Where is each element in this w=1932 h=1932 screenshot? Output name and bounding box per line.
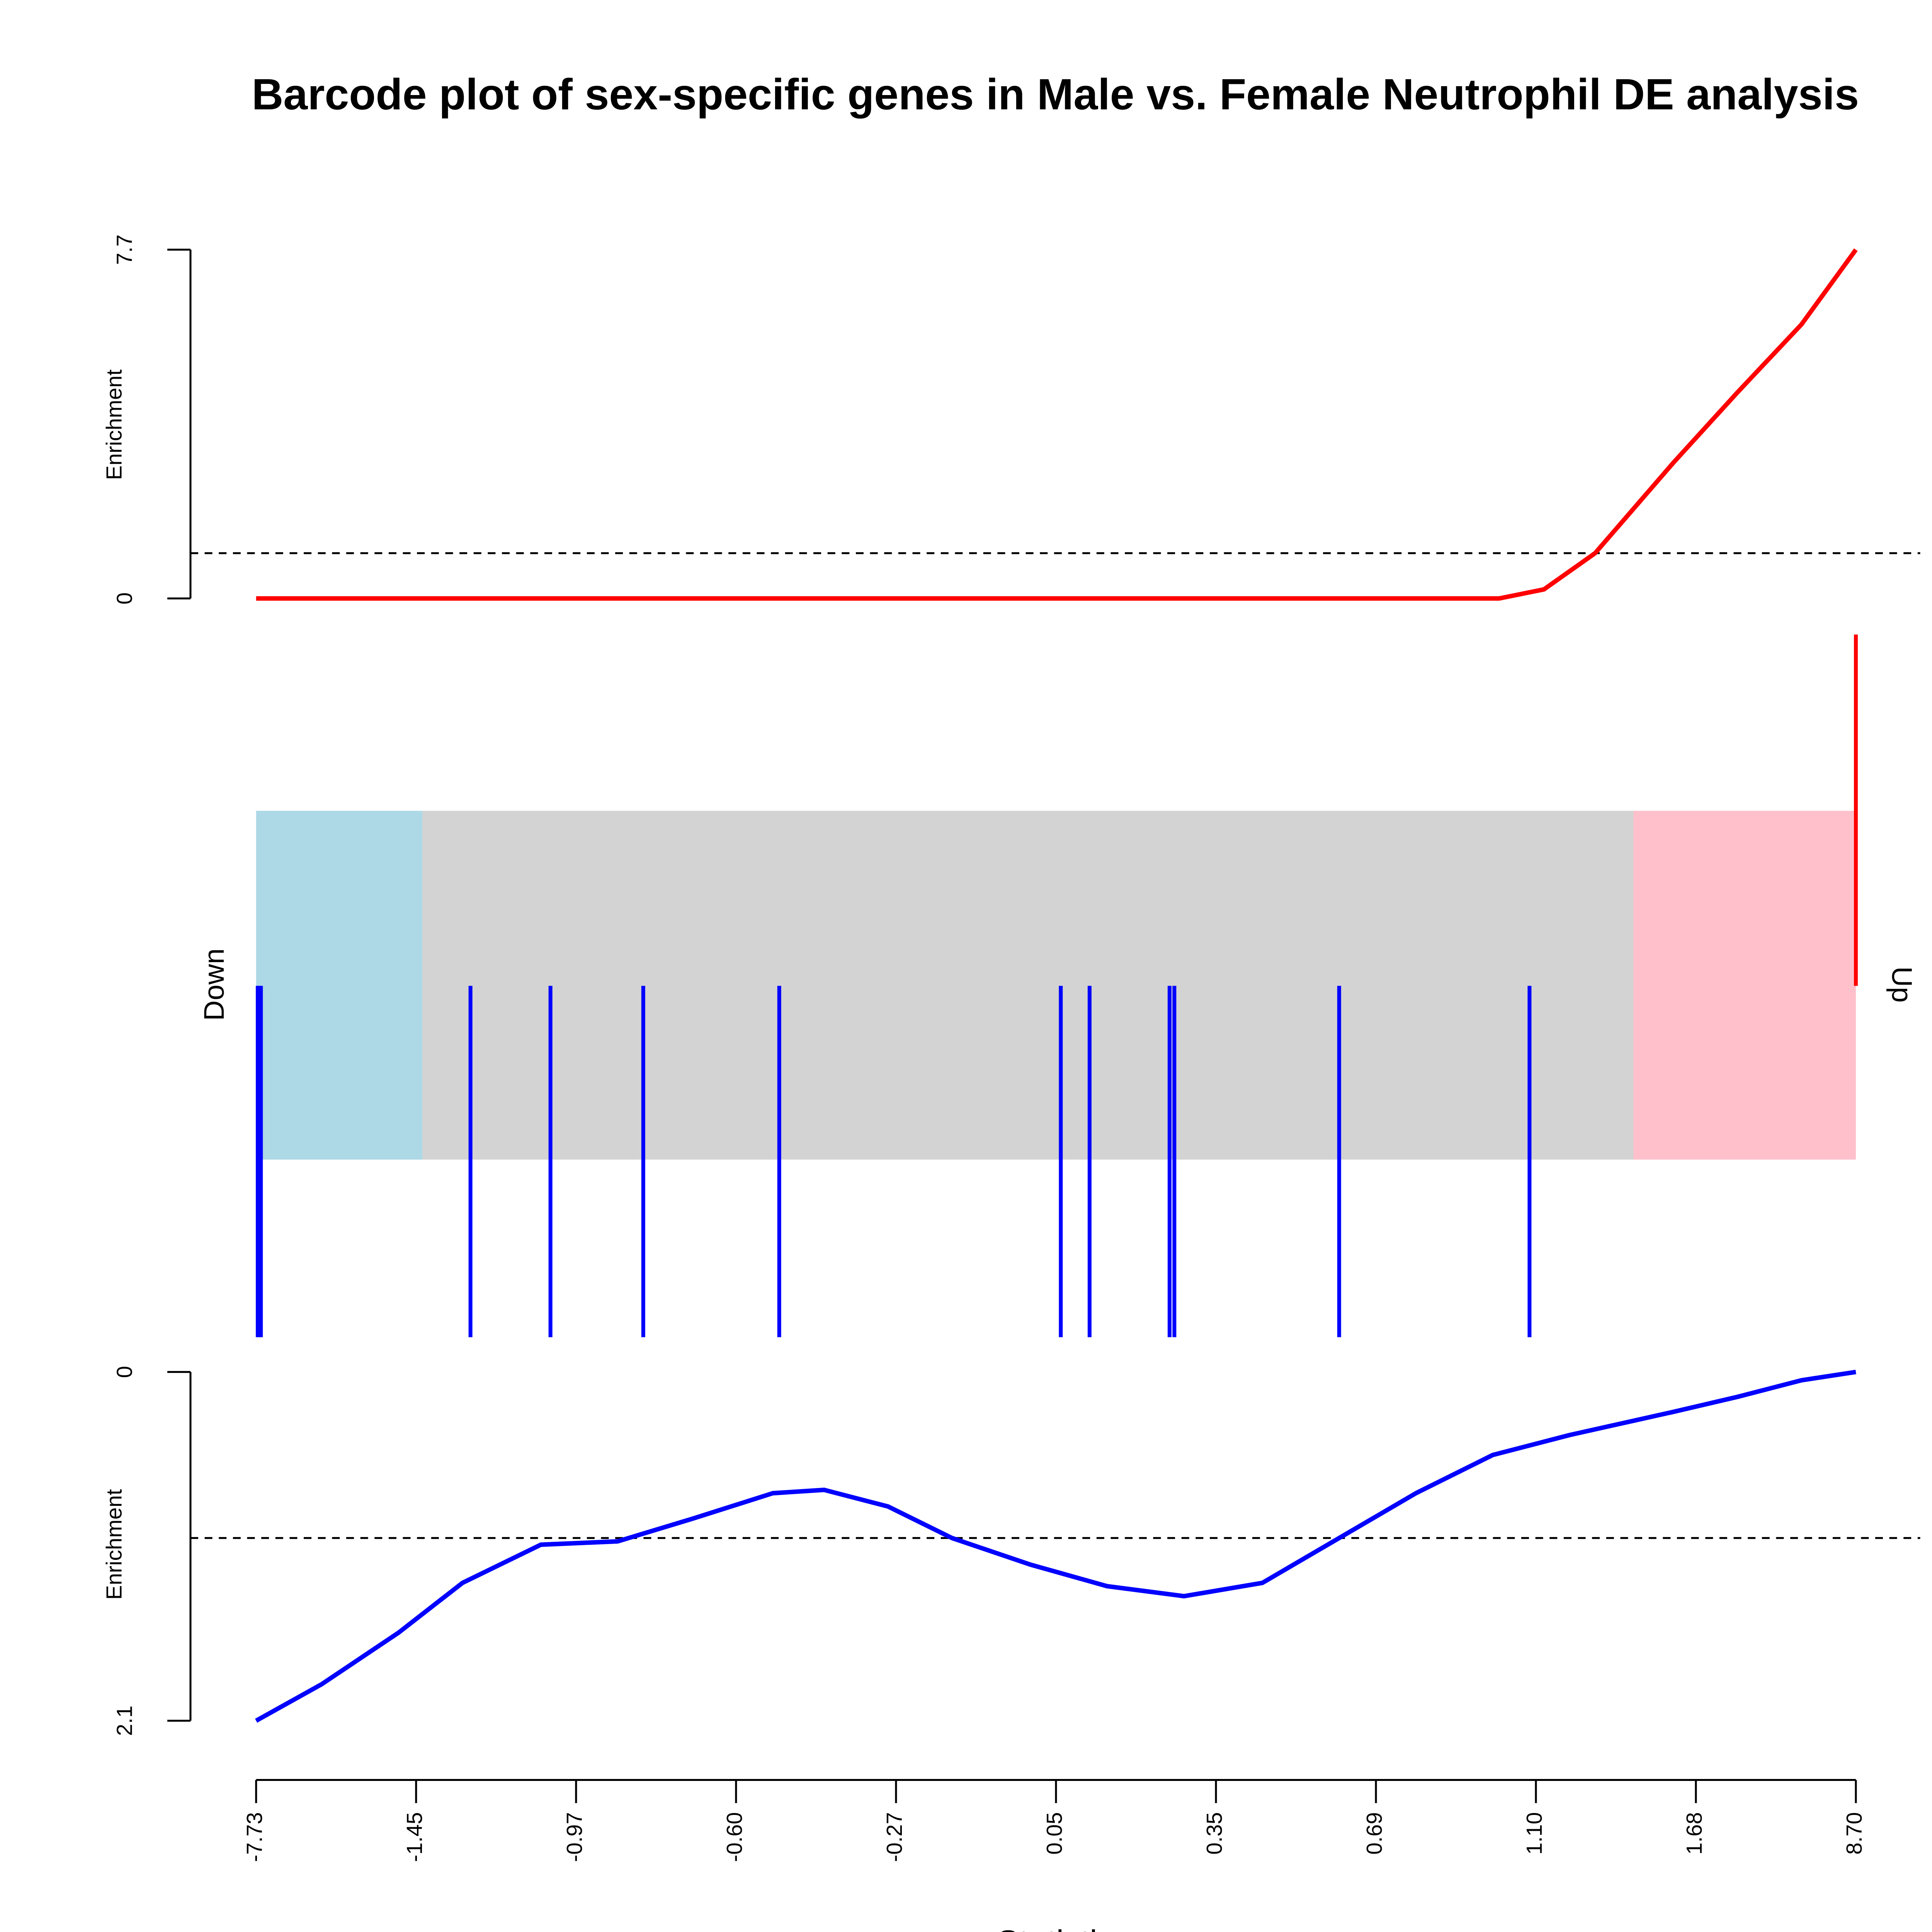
enrichment-curve xyxy=(255,1369,1856,1723)
x-tick-label: -1.45 xyxy=(402,1812,427,1862)
x-tick-label: -7.73 xyxy=(242,1812,267,1862)
x-axis-label: Statistic xyxy=(997,1924,1114,1932)
region xyxy=(256,811,423,1160)
region xyxy=(422,811,1634,1160)
x-tick-label: -0.97 xyxy=(562,1812,587,1862)
x-tick-label: 1.68 xyxy=(1682,1812,1706,1855)
y-tick-label: 0 xyxy=(112,592,136,604)
chart-title: Barcode plot of sex-specific genes in Ma… xyxy=(252,70,1859,119)
y-axis-label: Enrichment xyxy=(102,1489,126,1600)
y-tick-label: 0 xyxy=(112,1366,136,1378)
x-tick-label: 0.05 xyxy=(1042,1812,1066,1855)
y-tick-label: 7.7 xyxy=(112,235,136,265)
x-tick-label: 8.70 xyxy=(1842,1812,1866,1855)
region xyxy=(1633,811,1856,1160)
x-tick-label: 0.35 xyxy=(1202,1812,1226,1855)
enrichment-curve xyxy=(256,248,1858,601)
x-tick-label: 0.69 xyxy=(1362,1812,1386,1855)
y-tick-label: 2.1 xyxy=(112,1706,136,1736)
y-axis-label: Enrichment xyxy=(102,369,126,480)
up-label: Up xyxy=(1886,966,1918,1003)
x-tick-label: 1.10 xyxy=(1522,1812,1546,1855)
down-label: Down xyxy=(198,948,230,1020)
x-tick-label: -0.60 xyxy=(722,1812,747,1862)
x-tick-label: -0.27 xyxy=(882,1812,906,1862)
